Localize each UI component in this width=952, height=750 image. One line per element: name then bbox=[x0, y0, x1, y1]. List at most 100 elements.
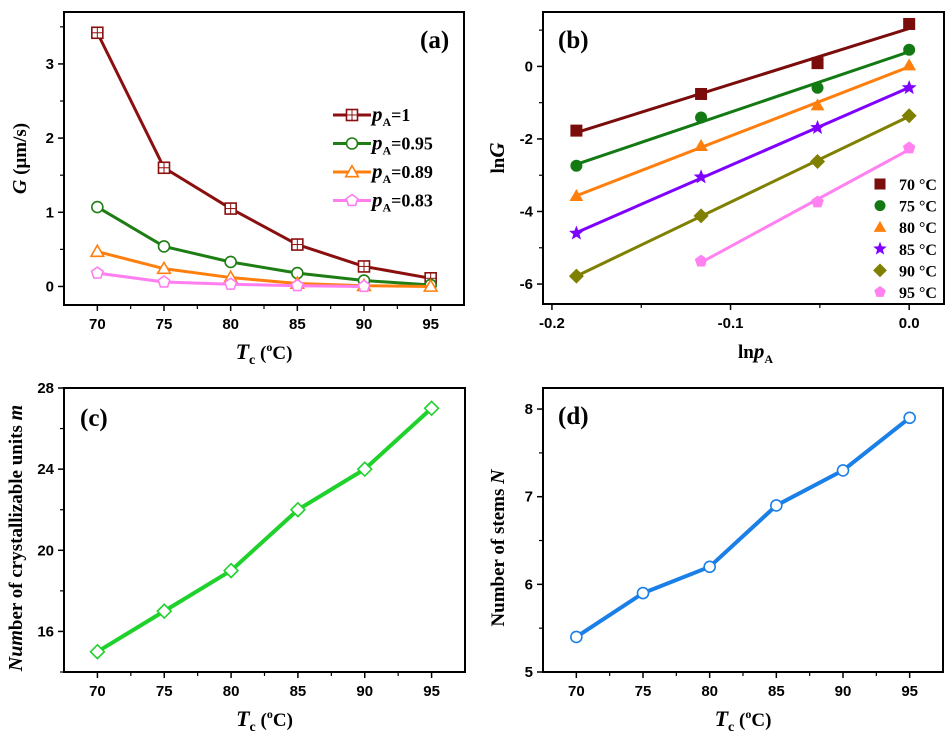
x-tick-label: 0.0 bbox=[899, 315, 920, 332]
panel-label: (b) bbox=[558, 27, 589, 54]
data-point bbox=[902, 58, 917, 71]
fit-line bbox=[700, 148, 910, 264]
series-85C bbox=[568, 80, 917, 240]
data-point bbox=[694, 138, 708, 151]
x-tick-label: 95 bbox=[423, 683, 440, 700]
data-point bbox=[570, 630, 583, 644]
legend-marker bbox=[345, 193, 359, 207]
data-point bbox=[693, 169, 709, 184]
y-tick-label: 0 bbox=[525, 58, 533, 75]
series-m bbox=[89, 400, 440, 660]
panel-d: 70 75 80 85 90 95 5 6 7 8 (d) Tc (oC) Number of stem… bbox=[487, 387, 944, 735]
series-line bbox=[96, 205, 431, 287]
data-point bbox=[568, 268, 584, 284]
data-point bbox=[89, 643, 106, 660]
x-tick-label: 95 bbox=[901, 683, 918, 700]
series-90C bbox=[568, 108, 917, 284]
y-tick-label: 7 bbox=[525, 489, 533, 506]
y-tick-label: 8 bbox=[525, 401, 533, 418]
data-point bbox=[903, 43, 916, 56]
x-tick-label: 75 bbox=[156, 683, 173, 700]
series-70C bbox=[570, 17, 916, 137]
data-point bbox=[157, 274, 171, 288]
x-axis-title: Tc (oC) bbox=[715, 706, 772, 735]
data-point bbox=[901, 108, 917, 124]
data-point bbox=[223, 277, 238, 290]
y-tick-label: -4 bbox=[520, 204, 534, 221]
data-point bbox=[89, 243, 106, 258]
y-axis-title: lnG bbox=[485, 142, 509, 173]
y-tick-label: 20 bbox=[37, 542, 54, 559]
series-line bbox=[95, 32, 431, 280]
legend-label: 90 °C bbox=[899, 263, 937, 280]
y-tick-label: 0 bbox=[46, 278, 54, 295]
data-point bbox=[901, 80, 917, 95]
data-point bbox=[902, 141, 916, 154]
series-line bbox=[96, 406, 433, 654]
fit-line bbox=[575, 65, 910, 198]
series-pa-0-95 bbox=[91, 200, 437, 292]
data-point bbox=[357, 279, 371, 293]
legend-marker bbox=[345, 137, 359, 150]
data-point bbox=[356, 461, 373, 478]
data-point bbox=[422, 278, 439, 292]
data-point bbox=[810, 153, 826, 169]
data-point bbox=[810, 119, 825, 135]
panel-label: (a) bbox=[420, 27, 449, 54]
series-line bbox=[96, 250, 431, 288]
x-tick-label: 75 bbox=[156, 316, 173, 333]
plot-frame bbox=[542, 11, 945, 305]
x-tick-label: 95 bbox=[422, 316, 439, 333]
legend-marker bbox=[873, 241, 887, 255]
panel-label: (d) bbox=[558, 403, 589, 430]
y-axis-title: G (μm/s) bbox=[9, 123, 31, 194]
data-point bbox=[289, 501, 306, 518]
plot-frame bbox=[63, 11, 465, 306]
x-tick-label: 85 bbox=[768, 683, 785, 700]
legend: 70 °C 75 °C 80 °C 85 °C 90 °C 95 °C bbox=[873, 177, 937, 302]
x-tick-label: 70 bbox=[568, 683, 585, 700]
y-tick-label: 16 bbox=[37, 623, 54, 640]
legend-marker bbox=[873, 220, 887, 232]
series-pa-1 bbox=[91, 26, 437, 285]
x-tick-label: 80 bbox=[701, 683, 718, 700]
legend-marker bbox=[344, 164, 360, 178]
data-point bbox=[290, 278, 305, 292]
data-point bbox=[90, 266, 105, 279]
data-point bbox=[903, 17, 916, 30]
series-80C bbox=[569, 58, 917, 202]
x-tick-label: -0.2 bbox=[539, 315, 565, 332]
x-tick-label: -0.1 bbox=[718, 315, 744, 332]
y-tick-label: 5 bbox=[525, 664, 533, 681]
data-point bbox=[695, 87, 708, 100]
x-tick-label: 80 bbox=[223, 683, 240, 700]
data-point bbox=[810, 98, 825, 111]
series-pa-0-83 bbox=[90, 266, 371, 293]
legend-marker bbox=[874, 285, 886, 297]
x-tick-label: 85 bbox=[290, 683, 307, 700]
data-point bbox=[156, 260, 172, 275]
y-tick-label: 24 bbox=[37, 461, 54, 478]
y-axis-title: Number of stems N bbox=[487, 468, 509, 627]
data-point bbox=[694, 254, 708, 267]
data-point bbox=[695, 111, 708, 124]
legend-label: pA=0.95 bbox=[370, 131, 433, 158]
legend-label: 95 °C bbox=[899, 285, 937, 302]
data-point bbox=[636, 586, 650, 600]
x-axis-title: lnpA bbox=[738, 339, 773, 366]
x-tick-label: 90 bbox=[835, 683, 852, 700]
legend-label: pA=1 bbox=[370, 102, 410, 129]
y-tick-label: -2 bbox=[520, 131, 533, 148]
plot-frame bbox=[542, 387, 944, 673]
data-point bbox=[91, 200, 104, 214]
data-point bbox=[224, 255, 237, 269]
fit-line bbox=[575, 27, 910, 134]
y-axis-title: Number of crystallizable units m bbox=[5, 405, 27, 672]
fit-line bbox=[575, 86, 910, 234]
x-tick-label: 90 bbox=[356, 683, 373, 700]
legend-label: 85 °C bbox=[899, 242, 937, 259]
y-tick-label: 1 bbox=[46, 204, 54, 221]
legend-marker bbox=[874, 178, 886, 190]
